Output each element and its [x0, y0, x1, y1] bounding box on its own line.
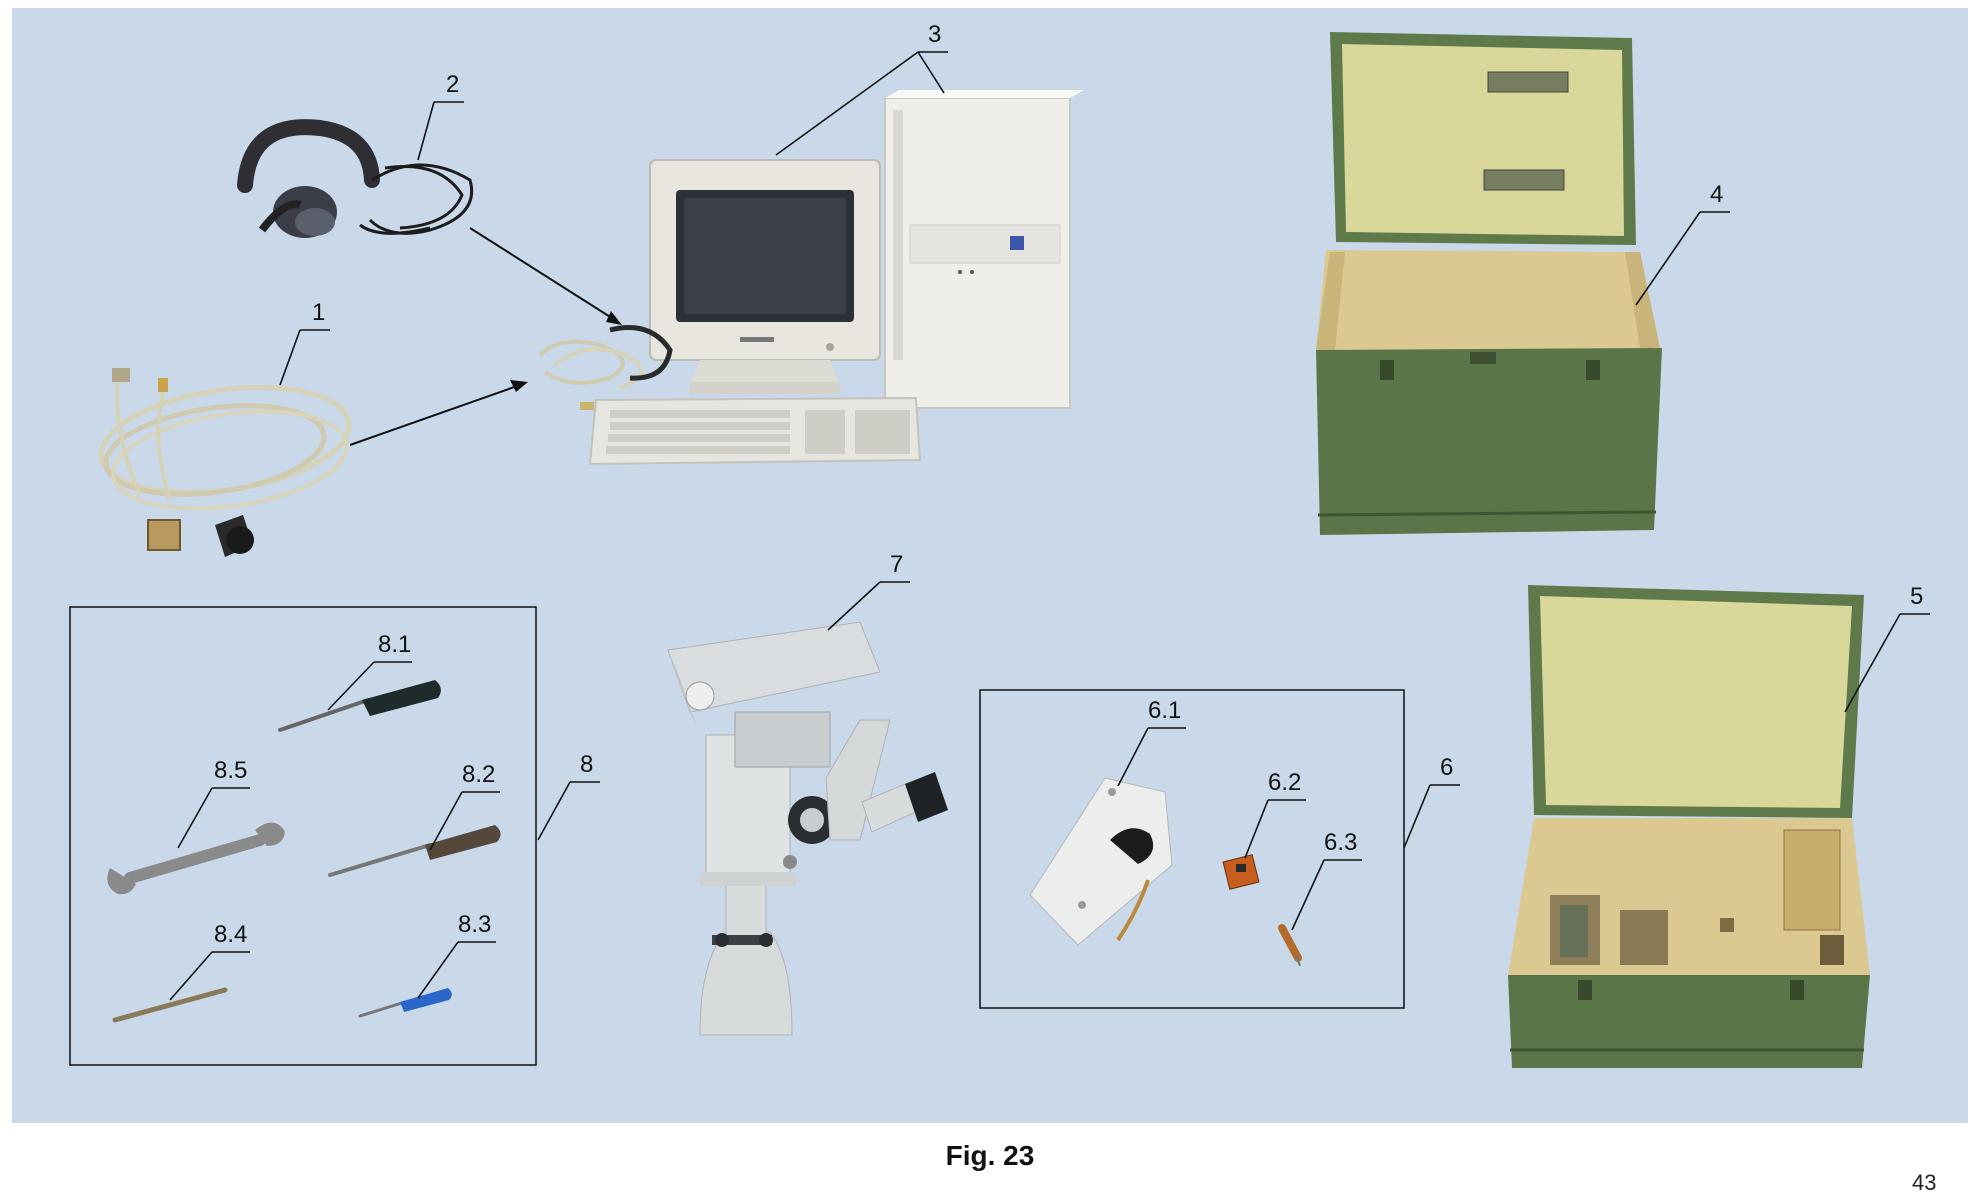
cable-assembly-icon — [98, 368, 352, 557]
callout-8-3: 8.3 — [458, 911, 492, 938]
open-crate-icon — [1316, 32, 1662, 535]
screwdriver-8-1-icon — [278, 680, 441, 732]
callout-8: 8 — [580, 751, 594, 778]
tool-set-frame — [69, 606, 537, 1066]
page-number: 43 — [1912, 1170, 1937, 1195]
callout-leaders — [169, 51, 1930, 1001]
bracket-6-1-icon — [1029, 777, 1173, 946]
callout-7: 7 — [890, 551, 904, 578]
optical-device-icon — [667, 621, 948, 1036]
callout-6: 6 — [1440, 754, 1454, 781]
figure-caption: Fig. 23 — [945, 1140, 1035, 1171]
headset-icon — [237, 119, 473, 238]
screwdriver-8-2-icon — [328, 825, 501, 877]
callout-5: 5 — [1910, 583, 1924, 610]
rod-8-4-icon — [112, 987, 228, 1023]
connection-arrows — [349, 227, 622, 446]
callout-6-1: 6.1 — [1148, 697, 1182, 724]
desktop-computer-icon — [538, 90, 1084, 466]
circuit-6-2-icon — [1222, 854, 1260, 890]
callout-8-2: 8.2 — [462, 761, 496, 788]
callout-6-3: 6.3 — [1324, 829, 1358, 856]
callout-4: 4 — [1710, 181, 1724, 208]
open-crate-with-inserts-icon — [1508, 585, 1870, 1068]
spare-parts-frame — [979, 689, 1405, 1009]
callout-2: 2 — [446, 71, 460, 98]
callout-6-2: 6.2 — [1268, 769, 1302, 796]
callout-1: 1 — [312, 299, 326, 326]
callout-3: 3 — [928, 21, 942, 48]
callout-8-4: 8.4 — [214, 921, 248, 948]
pin-6-3-icon — [1278, 924, 1302, 967]
callout-8-5: 8.5 — [214, 757, 248, 784]
callout-8-1: 8.1 — [378, 631, 412, 658]
wrench-8-5-icon — [107, 822, 285, 895]
screwdriver-8-3-icon — [358, 988, 452, 1018]
